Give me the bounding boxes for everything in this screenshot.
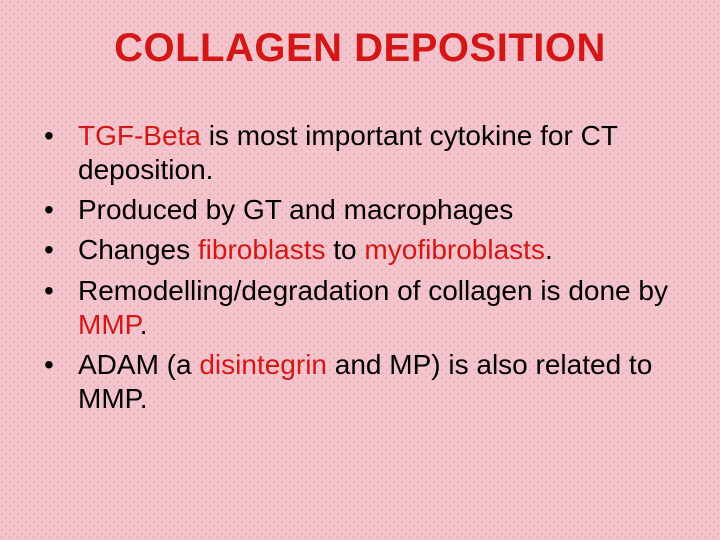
bullet-list: TGF-Beta is most important cytokine for … [36, 119, 684, 416]
highlight-text: TGF-Beta [78, 120, 201, 151]
highlight-text: MMP [78, 309, 140, 340]
slide: COLLAGEN DEPOSITION TGF-Beta is most imp… [0, 0, 720, 540]
bullet-text: . [545, 234, 553, 265]
bullet-item: TGF-Beta is most important cytokine for … [36, 119, 684, 187]
bullet-item: Produced by GT and macrophages [36, 193, 684, 227]
bullet-text: Changes [78, 234, 198, 265]
bullet-text: Remodelling/degradation of collagen is d… [78, 275, 668, 306]
highlight-text: fibroblasts [198, 234, 326, 265]
bullet-item: ADAM (a disintegrin and MP) is also rela… [36, 348, 684, 416]
bullet-text: . [140, 309, 148, 340]
bullet-item: Remodelling/degradation of collagen is d… [36, 274, 684, 342]
bullet-text: ADAM (a [78, 349, 199, 380]
bullet-item: Changes fibroblasts to myofibroblasts. [36, 233, 684, 267]
bullet-text: Produced by GT and macrophages [78, 194, 513, 225]
slide-title: COLLAGEN DEPOSITION [36, 26, 684, 71]
bullet-text: to [326, 234, 365, 265]
highlight-text: disintegrin [199, 349, 327, 380]
highlight-text: myofibroblasts [364, 234, 545, 265]
